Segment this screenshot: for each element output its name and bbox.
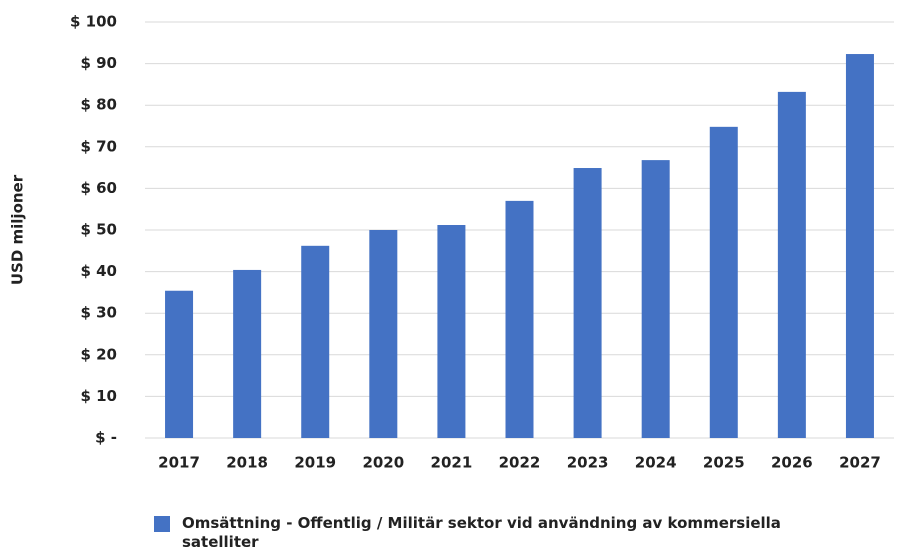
y-axis-label: USD miljoner: [9, 174, 27, 285]
x-tick-label: 2027: [839, 454, 881, 472]
x-tick-label: 2017: [158, 454, 200, 472]
legend-swatch: [154, 516, 170, 532]
bar: [709, 126, 738, 438]
bar: [165, 290, 194, 438]
y-tick-label: $ 100: [70, 13, 117, 31]
bar: [573, 168, 602, 439]
x-tick-label: 2023: [567, 454, 609, 472]
x-tick-label: 2024: [635, 454, 677, 472]
bar: [437, 225, 466, 438]
y-tick-label: $ 70: [80, 137, 117, 155]
y-tick-label: $ 60: [80, 179, 117, 197]
legend: Omsättning - Offentlig / Militär sektor …: [154, 514, 854, 552]
x-tick-label: 2019: [294, 454, 336, 472]
bar: [777, 91, 806, 438]
x-tick-label: 2018: [226, 454, 268, 472]
x-tick-label: 2021: [431, 454, 473, 472]
y-tick-label: $ 40: [80, 262, 117, 280]
y-tick-label: $ 50: [80, 221, 117, 239]
y-tick-label: $ 10: [80, 387, 117, 405]
x-tick-label: 2026: [771, 454, 813, 472]
legend-label: Omsättning - Offentlig / Militär sektor …: [182, 514, 781, 551]
y-tick-label: $ 90: [80, 54, 117, 72]
bar: [505, 200, 534, 438]
bar: [641, 160, 670, 438]
bar: [301, 245, 330, 438]
x-tick-label: 2025: [703, 454, 745, 472]
y-tick-label: $ -: [95, 429, 117, 447]
bar: [233, 269, 262, 438]
bar: [845, 54, 874, 438]
y-tick-label: $ 20: [80, 345, 117, 363]
x-tick-label: 2022: [499, 454, 541, 472]
y-tick-label: $ 80: [80, 96, 117, 114]
x-tick-label: 2020: [362, 454, 404, 472]
bar: [369, 230, 398, 438]
y-tick-label: $ 30: [80, 304, 117, 322]
